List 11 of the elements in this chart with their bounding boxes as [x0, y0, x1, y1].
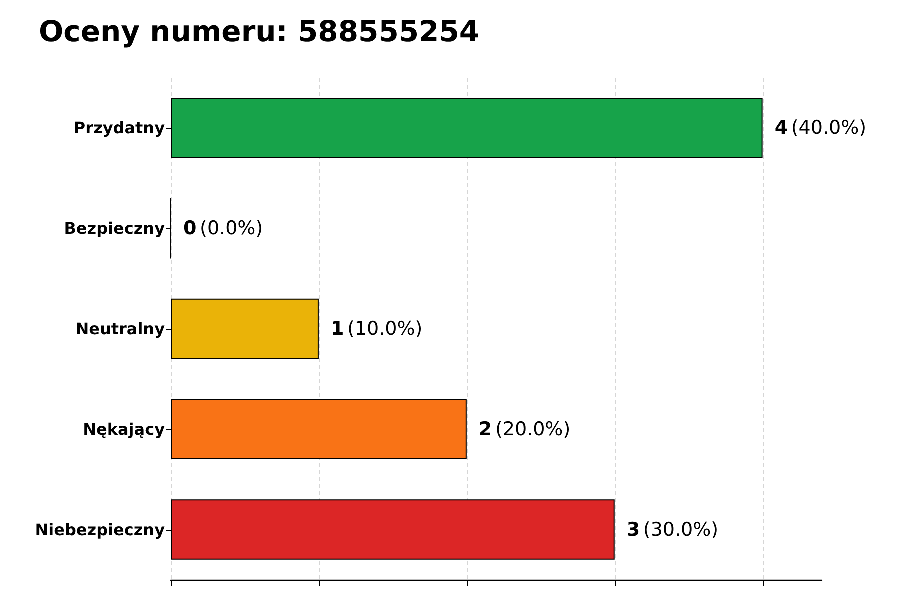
data-label: 2 (20.0%): [478, 418, 571, 440]
data-label: 1 (10.0%): [330, 318, 423, 340]
data-label: 4 (40.0%): [774, 117, 867, 140]
data-label: 3 (30.0%): [626, 518, 719, 541]
y-tick-label: Nękający: [83, 420, 166, 439]
y-tick-label: Przydatny: [74, 118, 166, 138]
y-tick-label: Bezpieczny: [64, 219, 166, 238]
chart-title: Oceny numeru: 588555254: [39, 14, 480, 48]
data-label: 0 (0.0%): [184, 218, 264, 240]
y-tick-label: Neutralny: [76, 320, 166, 338]
y-tick-label: Niebezpieczny: [35, 520, 166, 540]
